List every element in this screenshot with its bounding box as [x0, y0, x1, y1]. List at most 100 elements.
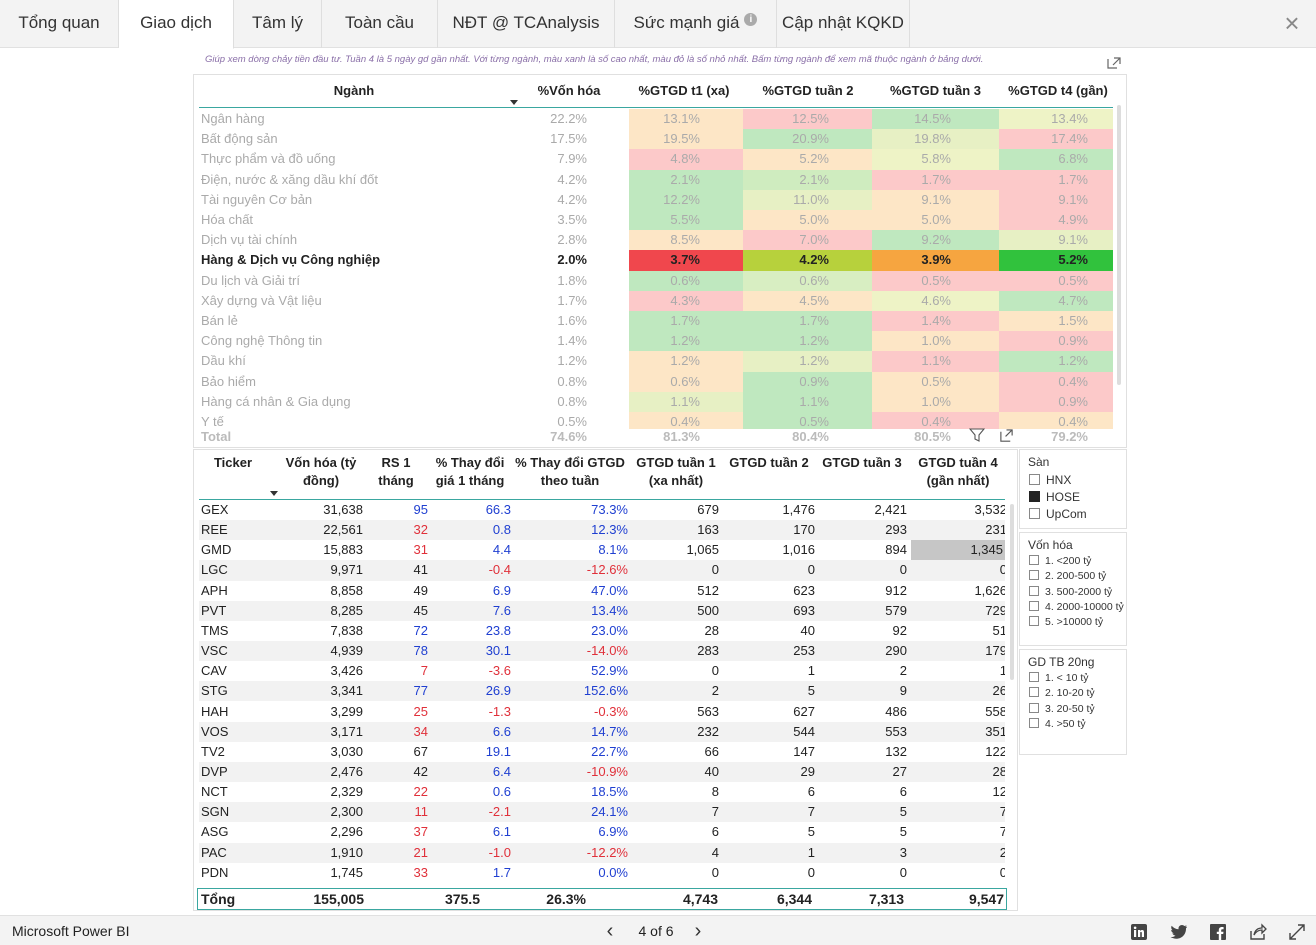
sector-row[interactable]: Ngân hàng 22.2% 13.1% 12.5% 14.5% 13.4% — [199, 109, 1113, 130]
table-row[interactable]: HAH 3,299 25 -1.3 -0.3% 563 627 486 558 — [199, 702, 1005, 722]
share-icon[interactable] — [1249, 923, 1267, 941]
sector-row[interactable]: Y tế 0.5% 0.4% 0.5% 0.4% 0.4% — [199, 412, 1113, 429]
sector-header-cell[interactable]: %GTGD tuần 2 — [762, 83, 854, 98]
table-row[interactable]: ASG 2,296 37 6.1 6.9% 6 5 5 7 — [199, 822, 1005, 842]
slicer-option[interactable]: 2. 200-500 tỷ — [1029, 570, 1106, 584]
sector-header-cell[interactable]: %Vốn hóa — [537, 83, 601, 98]
slicer-option[interactable]: HNX — [1029, 474, 1071, 488]
table-row[interactable]: REE 22,561 32 0.8 12.3% 163 170 293 231 — [199, 520, 1005, 541]
table-row[interactable]: LGC 9,971 41 -0.4 -12.6% 0 0 0 0 — [199, 560, 1005, 581]
ticker-header-cell[interactable]: RS 1 tháng — [378, 455, 414, 488]
slicer-option[interactable]: 5. >10000 tỷ — [1029, 616, 1103, 630]
table-row[interactable]: TV2 3,030 67 19.1 22.7% 66 147 132 122 — [199, 742, 1005, 762]
sector-table-scrollbar[interactable] — [1116, 85, 1122, 435]
slicer-option[interactable]: 4. 2000-10000 tỷ — [1029, 600, 1124, 615]
table-row[interactable]: GMD 15,883 31 4.4 8.1% 1,065 1,016 894 1,345 — [199, 540, 1005, 561]
slicer-option[interactable]: 1. < 10 tỷ — [1029, 672, 1089, 686]
ticker-header-cell[interactable]: % Thay đổi GTGD theo tuần — [515, 455, 625, 488]
table-row[interactable]: VOS 3,171 34 6.6 14.7% 232 544 553 351 — [199, 721, 1005, 742]
slicer-option[interactable]: 2. 10-20 tỷ — [1029, 687, 1095, 701]
checkbox[interactable] — [1029, 600, 1039, 611]
slicer-option[interactable]: 3. 20-50 tỷ — [1029, 702, 1095, 717]
tab-6[interactable]: Cập nhật KQKD — [777, 0, 910, 48]
table-row[interactable]: SGN 2,300 11 -2.1 24.1% 7 7 5 7 — [199, 802, 1005, 823]
ticker-header-cell[interactable]: Ticker — [213, 455, 253, 470]
table-row[interactable]: CAV 3,426 7 -3.6 52.9% 0 1 2 1 — [199, 661, 1005, 681]
ticker-cell: -10.9% — [586, 763, 628, 779]
info-icon[interactable]: i — [744, 13, 758, 26]
table-row[interactable]: DVP 2,476 42 6.4 -10.9% 40 29 27 28 — [199, 761, 1005, 783]
checkbox[interactable] — [1029, 508, 1040, 519]
tab-1[interactable]: Giao dịch — [119, 0, 234, 49]
table-row[interactable]: TMS 7,838 72 23.8 23.0% 28 40 92 51 — [199, 621, 1005, 641]
slicer-option[interactable]: 1. <200 tỷ — [1029, 555, 1091, 569]
sort-descending-icon[interactable] — [510, 100, 518, 105]
sector-row[interactable]: Xây dựng và Vật liệu 1.7% 4.3% 4.5% 4.6% 4.7% — [199, 290, 1113, 311]
sector-row[interactable]: Hàng cá nhân & Gia dụng 0.8% 1.1% 1.1% 1.0% 0… — [199, 391, 1113, 412]
sector-row[interactable]: Bảo hiểm 0.8% 0.6% 0.9% 0.5% 0.4% — [199, 371, 1113, 392]
sector-row[interactable]: Bất động sản 17.5% 19.5% 20.9% 19.8% 17.4% — [199, 129, 1113, 150]
ticker-header-cell[interactable]: Vốn hóa (tỷ đồng) — [285, 455, 357, 488]
sector-row[interactable]: Điện, nước & xăng dầu khí đốt 4.2% 2.1% 2.1… — [199, 169, 1113, 190]
next-page-button[interactable]: › — [694, 920, 702, 942]
linkedin-icon[interactable] — [1130, 923, 1148, 941]
checkbox[interactable] — [1029, 474, 1040, 485]
close-icon[interactable]: × — [1284, 8, 1300, 38]
checkbox[interactable] — [1029, 555, 1039, 565]
sector-row[interactable]: Du lịch và Giải trí 1.8% 0.6% 0.6% 0.5% 0.5% — [199, 270, 1113, 291]
checkbox[interactable] — [1029, 702, 1039, 713]
checkbox[interactable] — [1029, 616, 1039, 627]
filter-icon[interactable] — [969, 427, 985, 443]
sector-row[interactable]: Hàng & Dịch vụ Công nghiệp 2.0% 3.7% 4.2% 3.… — [199, 250, 1113, 271]
table-row[interactable]: NCT 2,329 22 0.6 18.5% 8 6 6 12 — [199, 782, 1005, 802]
checkbox[interactable] — [1029, 717, 1039, 728]
ticker-header-cell[interactable]: GTGD tuần 4 (gần nhất) — [918, 455, 998, 488]
checkbox[interactable] — [1029, 672, 1039, 682]
focus-mode-icon[interactable] — [999, 428, 1014, 443]
previous-page-button[interactable]: ‹ — [606, 920, 614, 942]
tab-5[interactable]: Sức mạnh giá i — [615, 0, 777, 48]
sector-row[interactable]: Dịch vụ tài chính 2.8% 8.5% 7.0% 9.2% 9.1% — [199, 230, 1113, 251]
table-row[interactable]: PVT 8,285 45 7.6 13.4% 500 693 579 729 — [199, 600, 1005, 621]
slicer-option[interactable]: 3. 500-2000 tỷ — [1029, 585, 1112, 600]
tab-4[interactable]: NĐT @ TCAnalysis — [438, 0, 615, 48]
facebook-icon[interactable] — [1209, 923, 1227, 941]
table-row[interactable]: APH 8,858 49 6.9 47.0% 512 623 912 1,626 — [199, 581, 1005, 601]
ticker-cell: 27 — [892, 763, 907, 779]
sector-header-cell[interactable]: %GTGD tuần 3 — [889, 83, 981, 98]
sector-row[interactable]: Thực phẩm và đồ uống 7.9% 4.8% 5.2% 5.8% 6.8% — [199, 149, 1113, 170]
slicer-option[interactable]: HOSE — [1029, 491, 1080, 505]
power-bi-brand[interactable]: Microsoft Power BI — [12, 923, 130, 939]
sector-row[interactable]: Dầu khí 1.2% 1.2% 1.2% 1.1% 1.2% — [199, 351, 1113, 372]
ticker-header-cell[interactable]: GTGD tuần 1 (xa nhất) — [636, 455, 716, 488]
fullscreen-icon[interactable] — [1288, 923, 1306, 941]
table-row[interactable]: PAC 1,910 21 -1.0 -12.2% 4 1 3 2 — [199, 842, 1005, 863]
table-row[interactable]: PDN 1,745 33 1.7 0.0% 0 0 0 0 — [199, 863, 1005, 883]
ticker-header-cell[interactable]: % Thay đổi giá 1 tháng — [435, 455, 505, 488]
sector-row[interactable]: Tài nguyên Cơ bản 4.2% 12.2% 11.0% 9.1% 9.1% — [199, 189, 1113, 210]
checkbox[interactable] — [1029, 687, 1039, 698]
twitter-icon[interactable] — [1170, 923, 1188, 941]
slicer-option[interactable]: 4. >50 tỷ — [1029, 717, 1086, 732]
ticker-header-cell[interactable]: GTGD tuần 2 — [729, 455, 809, 470]
table-row[interactable]: STG 3,341 77 26.9 152.6% 2 5 9 26 — [199, 681, 1005, 702]
sector-row[interactable]: Bán lẻ 1.6% 1.7% 1.7% 1.4% 1.5% — [199, 311, 1113, 332]
sort-descending-icon[interactable] — [270, 491, 278, 496]
ticker-table-scrollbar[interactable] — [1009, 500, 1015, 890]
sector-row[interactable]: Công nghệ Thông tin 1.4% 1.2% 1.2% 1.0% 0.9% — [199, 331, 1113, 352]
slicer-option[interactable]: UpCom — [1029, 508, 1087, 522]
checkbox[interactable] — [1029, 585, 1039, 596]
tab-3[interactable]: Toàn cầu — [322, 0, 438, 48]
ticker-header-cell[interactable]: GTGD tuần 3 — [822, 455, 902, 470]
tab-0[interactable]: Tổng quan — [0, 0, 119, 48]
sector-header-cell[interactable]: %GTGD t1 (xa) — [638, 83, 730, 98]
sector-row[interactable]: Hóa chất 3.5% 5.5% 5.0% 5.0% 4.9% — [199, 210, 1113, 231]
focus-mode-icon[interactable] — [1106, 56, 1122, 70]
sector-header-cell[interactable]: Ngành — [333, 83, 375, 98]
checkbox[interactable] — [1029, 491, 1040, 502]
table-row[interactable]: GEX 31,638 95 66.3 73.3% 679 1,476 2,421 3,532 — [199, 500, 1005, 520]
tab-2[interactable]: Tâm lý — [234, 0, 322, 48]
checkbox[interactable] — [1029, 570, 1039, 581]
sector-header-cell[interactable]: %GTGD t4 (gần) — [1008, 83, 1108, 98]
table-row[interactable]: VSC 4,939 78 30.1 -14.0% 283 253 290 179 — [199, 641, 1005, 662]
